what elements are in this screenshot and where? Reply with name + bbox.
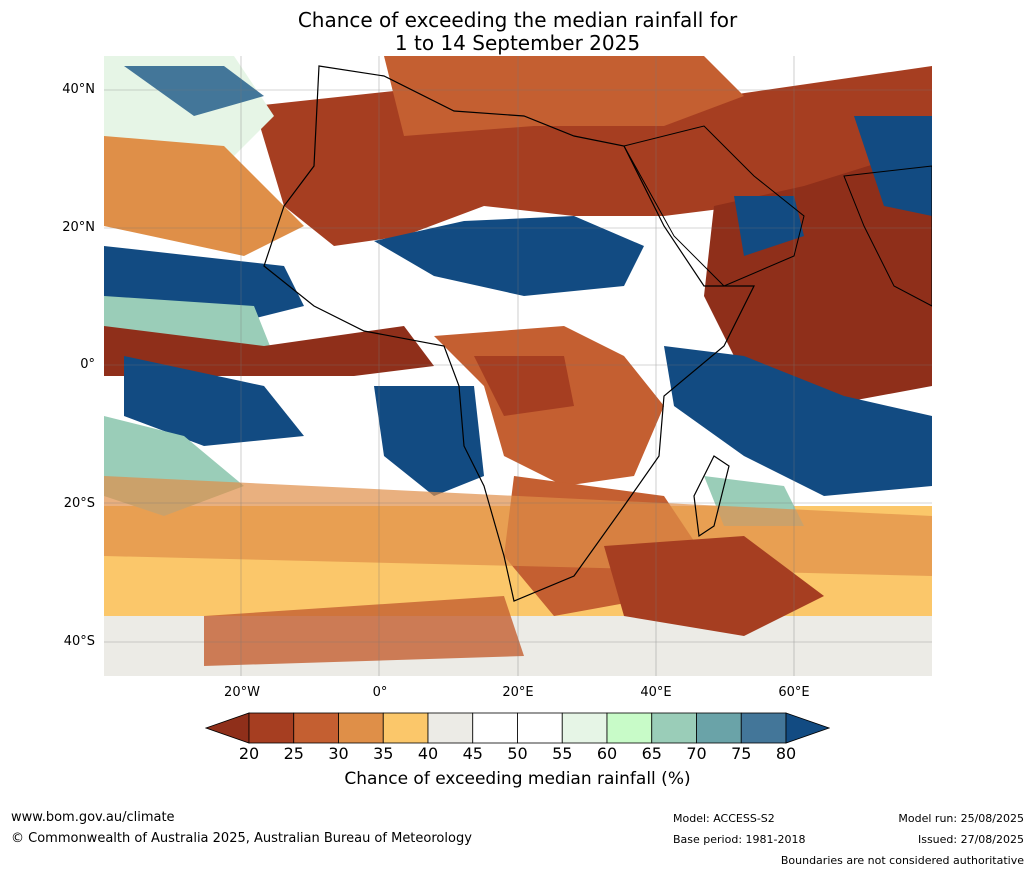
india-coastline: [843, 165, 932, 307]
colorbar-tick-label: 65: [641, 744, 662, 763]
madagascar-coastline: [693, 455, 730, 538]
lon-label-20e: 20°E: [502, 685, 534, 700]
colorbar-cell: [248, 712, 295, 744]
colorbar-cell: [651, 712, 697, 744]
colorbar-tick-label: 25: [283, 744, 304, 763]
title-line-2: 1 to 14 September 2025: [394, 31, 641, 55]
arabia-coastline: [623, 125, 805, 287]
colorbar-cell: [338, 712, 384, 744]
lat-label-equator: 0°: [80, 357, 95, 372]
colorbar-cell: [561, 712, 608, 744]
colorbar-cell: [696, 712, 742, 744]
map-title: Chance of exceeding the median rainfall …: [0, 9, 1035, 55]
lat-label-40n: 40°N: [62, 82, 95, 97]
lat-label-20s: 20°S: [63, 496, 95, 511]
colorbar-tick-label: 60: [596, 744, 618, 763]
website-link[interactable]: www.bom.gov.au/climate: [11, 810, 175, 825]
colorbar-cell: [472, 712, 518, 744]
colorbar-cell: [606, 712, 653, 744]
colorbar-cell: [382, 712, 429, 744]
lat-label-40s: 40°S: [63, 634, 95, 649]
colorbar-extend-low: [205, 712, 250, 744]
colorbar-tick-label: 20: [238, 744, 260, 763]
copyright-notice: © Commonwealth of Australia 2025, Austra…: [11, 831, 472, 846]
colorbar-cell: [517, 712, 563, 744]
colorbar-cell: [293, 712, 339, 744]
lon-label-20w: 20°W: [224, 685, 260, 700]
issued-date: Issued: 27/08/2025: [917, 833, 1024, 846]
lon-label-40e: 40°E: [640, 685, 672, 700]
colorbar-cell: [427, 712, 474, 744]
colorbar-tick-label: 75: [731, 744, 752, 763]
rainfall-map: [104, 56, 932, 676]
colorbar-tick-label: 45: [462, 744, 483, 763]
boundary-disclaimer: Boundaries are not considered authoritat…: [780, 854, 1024, 867]
africa-coastline: [263, 65, 755, 602]
colorbar-tick-label: 50: [507, 744, 528, 763]
colorbar: [205, 712, 830, 744]
model-name: Model: ACCESS-S2: [673, 812, 775, 825]
colorbar-extend-high: [785, 712, 830, 744]
lon-label-0: 0°: [372, 685, 388, 700]
title-line-1: Chance of exceeding the median rainfall …: [297, 8, 738, 32]
colorbar-title: Chance of exceeding median rainfall (%): [344, 769, 691, 789]
colorbar-cell: [740, 712, 787, 744]
colorbar-tick-label: 40: [417, 744, 439, 763]
colorbar-tick-label: 35: [373, 744, 394, 763]
colorbar-tick-label: 70: [686, 744, 707, 763]
lon-label-60e: 60°E: [778, 685, 810, 700]
graticule: [104, 56, 932, 676]
colorbar-tick-label: 55: [552, 744, 573, 763]
lat-label-20n: 20°N: [62, 220, 95, 235]
model-run-date: Model run: 25/08/2025: [898, 812, 1024, 825]
colorbar-tick-label: 80: [775, 744, 797, 763]
colorbar-tick-label: 30: [328, 744, 349, 763]
base-period: Base period: 1981-2018: [673, 833, 806, 846]
